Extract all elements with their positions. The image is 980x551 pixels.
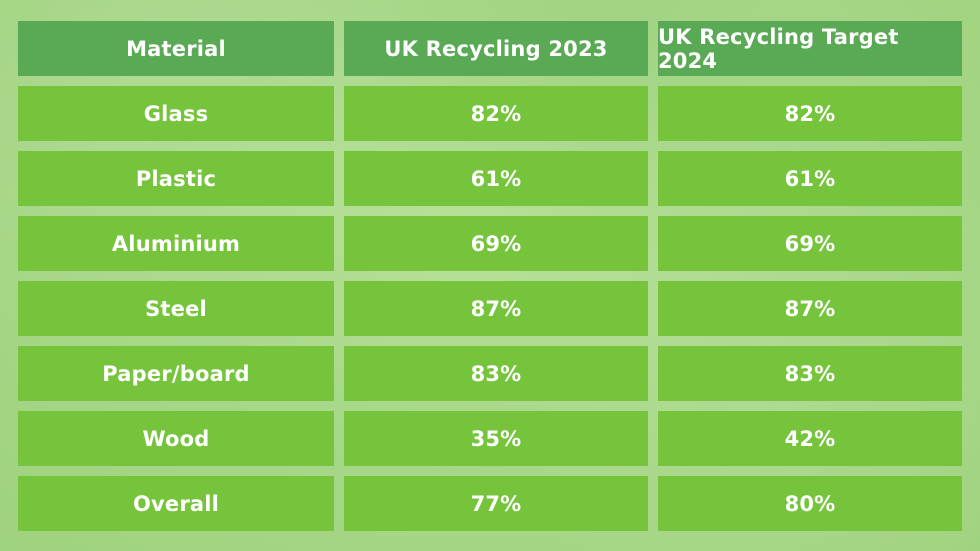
row-wood-target-2024: 42%: [658, 411, 962, 466]
row-plastic-2023: 61%: [344, 151, 648, 206]
row-overall-material: Overall: [18, 476, 334, 531]
row-glass-material: Glass: [18, 86, 334, 141]
row-steel-target-2024: 87%: [658, 281, 962, 336]
row-aluminium-target-2024: 69%: [658, 216, 962, 271]
row-aluminium-2023: 69%: [344, 216, 648, 271]
row-wood-material: Wood: [18, 411, 334, 466]
recycling-table: Material UK Recycling 2023 UK Recycling …: [18, 21, 962, 531]
row-overall-2023: 77%: [344, 476, 648, 531]
row-paper-board-target-2024: 83%: [658, 346, 962, 401]
row-aluminium-material: Aluminium: [18, 216, 334, 271]
row-paper-board-2023: 83%: [344, 346, 648, 401]
row-glass-2023: 82%: [344, 86, 648, 141]
row-steel-2023: 87%: [344, 281, 648, 336]
row-wood-2023: 35%: [344, 411, 648, 466]
row-steel-material: Steel: [18, 281, 334, 336]
row-plastic-target-2024: 61%: [658, 151, 962, 206]
header-uk-recycling-target-2024: UK Recycling Target 2024: [658, 21, 962, 76]
row-paper-board-material: Paper/board: [18, 346, 334, 401]
row-plastic-material: Plastic: [18, 151, 334, 206]
row-glass-target-2024: 82%: [658, 86, 962, 141]
header-uk-recycling-2023: UK Recycling 2023: [344, 21, 648, 76]
header-material: Material: [18, 21, 334, 76]
row-overall-target-2024: 80%: [658, 476, 962, 531]
